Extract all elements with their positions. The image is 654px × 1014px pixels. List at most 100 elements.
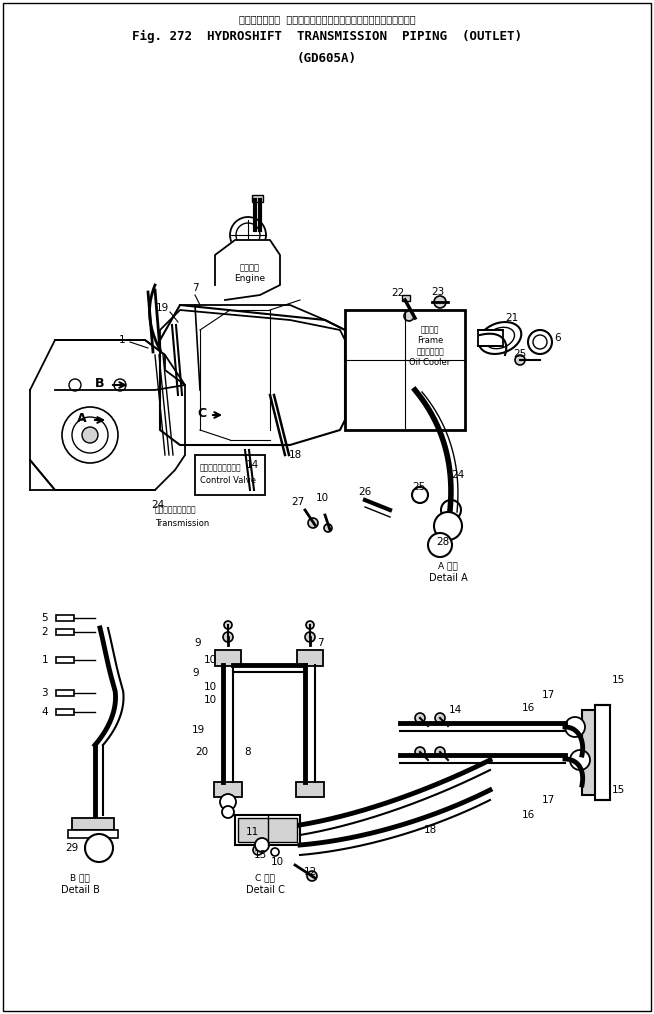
Text: B 詳細: B 詳細 — [70, 873, 90, 882]
Text: 23: 23 — [432, 287, 445, 297]
Text: 1: 1 — [41, 655, 48, 665]
Circle shape — [62, 407, 118, 463]
Polygon shape — [30, 340, 185, 490]
Text: 26: 26 — [358, 487, 371, 497]
Circle shape — [428, 533, 452, 557]
Text: C: C — [198, 407, 207, 420]
Bar — [56, 657, 74, 663]
Text: 21: 21 — [506, 313, 519, 323]
Ellipse shape — [479, 322, 521, 354]
Bar — [238, 818, 297, 842]
Bar — [56, 690, 74, 696]
Text: 1: 1 — [118, 335, 126, 345]
Circle shape — [404, 311, 414, 321]
Text: Detail A: Detail A — [428, 573, 468, 583]
Text: 10: 10 — [203, 682, 216, 692]
Circle shape — [441, 500, 461, 520]
Circle shape — [435, 747, 445, 757]
Text: 17: 17 — [542, 690, 555, 700]
Text: オイルクーラ: オイルクーラ — [416, 348, 444, 357]
Text: 28: 28 — [436, 537, 450, 547]
Circle shape — [415, 713, 425, 723]
Text: 29: 29 — [65, 843, 78, 853]
Text: Detail C: Detail C — [245, 885, 284, 895]
Circle shape — [434, 512, 462, 540]
Text: トランスミッション: トランスミッション — [155, 506, 197, 514]
Bar — [56, 629, 74, 635]
Text: 5: 5 — [41, 613, 48, 623]
Text: Frame: Frame — [417, 336, 443, 345]
Text: 22: 22 — [391, 288, 405, 298]
Text: Detail B: Detail B — [61, 885, 99, 895]
Bar — [214, 782, 242, 797]
Circle shape — [253, 845, 263, 855]
Text: Engine: Engine — [234, 274, 266, 283]
Text: 17: 17 — [542, 795, 555, 805]
Text: 20: 20 — [196, 747, 209, 757]
Bar — [56, 709, 74, 715]
Text: 24: 24 — [151, 500, 165, 510]
Text: 2: 2 — [41, 627, 48, 637]
Circle shape — [306, 621, 314, 629]
Circle shape — [565, 717, 585, 737]
Text: 18: 18 — [423, 825, 437, 835]
Text: 18: 18 — [288, 450, 301, 460]
Text: フレーム: フレーム — [421, 325, 439, 335]
Text: 10: 10 — [315, 493, 328, 503]
Circle shape — [515, 355, 525, 365]
Bar — [345, 310, 465, 430]
Text: 24: 24 — [451, 470, 464, 480]
Text: ハイドロシフト  トランスミッションパイピング（アウトレット）: ハイドロシフト トランスミッションパイピング（アウトレット） — [239, 14, 415, 24]
Text: 7: 7 — [192, 283, 198, 293]
Circle shape — [308, 518, 318, 528]
Circle shape — [435, 713, 445, 723]
Circle shape — [222, 806, 234, 818]
Bar — [215, 650, 241, 666]
Text: 19: 19 — [156, 303, 169, 313]
Text: 25: 25 — [513, 349, 526, 359]
Text: 6: 6 — [555, 333, 561, 343]
Text: 10: 10 — [271, 857, 284, 867]
Bar — [56, 615, 74, 621]
Text: 25: 25 — [413, 482, 426, 492]
Bar — [235, 815, 300, 845]
Text: Control Valve: Control Valve — [200, 476, 256, 485]
Circle shape — [114, 379, 126, 391]
Text: A: A — [77, 412, 87, 425]
Text: 11: 11 — [245, 827, 258, 837]
Circle shape — [528, 330, 552, 354]
Text: 14: 14 — [245, 460, 258, 470]
Circle shape — [305, 632, 315, 642]
Circle shape — [271, 848, 279, 856]
Text: コントロールバルブ: コントロールバルブ — [200, 463, 241, 473]
Text: 8: 8 — [245, 747, 251, 757]
Bar — [68, 830, 118, 838]
Circle shape — [570, 750, 590, 770]
Text: 9: 9 — [193, 668, 199, 678]
Text: Fig. 272  HYDROSHIFT  TRANSMISSION  PIPING  (OUTLET): Fig. 272 HYDROSHIFT TRANSMISSION PIPING … — [132, 30, 522, 43]
Text: 3: 3 — [41, 689, 48, 698]
Circle shape — [307, 871, 317, 881]
Text: 27: 27 — [292, 497, 305, 507]
Circle shape — [82, 427, 98, 443]
Text: 10: 10 — [203, 655, 216, 665]
Circle shape — [255, 838, 269, 852]
Text: エンジン: エンジン — [240, 264, 260, 273]
Text: (GD605A): (GD605A) — [297, 52, 357, 65]
Text: 9: 9 — [195, 638, 201, 648]
Bar — [595, 705, 610, 800]
Circle shape — [224, 621, 232, 629]
Text: 15: 15 — [611, 785, 625, 795]
Text: 14: 14 — [449, 705, 462, 715]
Text: Oil Cooler: Oil Cooler — [409, 358, 451, 366]
Circle shape — [434, 296, 446, 308]
Bar — [297, 650, 323, 666]
Text: 12: 12 — [303, 867, 317, 877]
Circle shape — [236, 223, 260, 247]
Text: 19: 19 — [192, 725, 205, 735]
Circle shape — [412, 487, 428, 503]
Circle shape — [223, 632, 233, 642]
Circle shape — [72, 417, 108, 453]
Bar — [478, 330, 503, 346]
Ellipse shape — [485, 328, 515, 349]
